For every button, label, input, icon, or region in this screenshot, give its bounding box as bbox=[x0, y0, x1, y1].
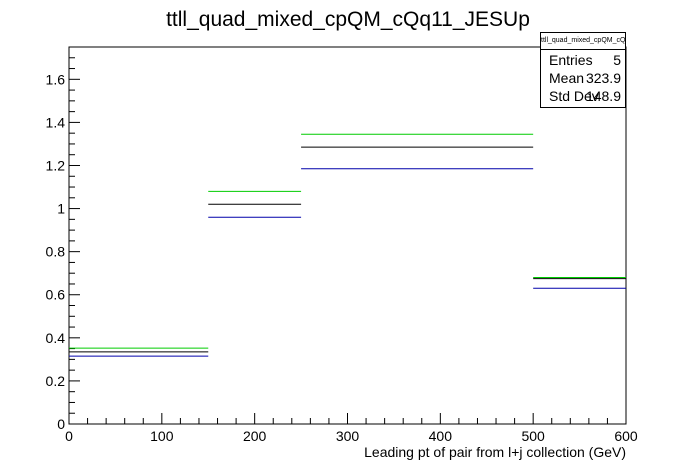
x-tick-label: 300 bbox=[336, 428, 360, 444]
stats-label: Entries bbox=[549, 52, 593, 68]
y-tick-label: 1.6 bbox=[46, 71, 66, 87]
stats-row-entries: Entries 5 bbox=[549, 51, 621, 69]
y-tick-label: 0.8 bbox=[46, 244, 66, 260]
stats-row-stddev: Std Dev 148.9 bbox=[549, 87, 621, 105]
x-axis: 0 100 200 300 400 500 600 bbox=[65, 413, 638, 444]
y-axis: 0 0.2 0.4 0.6 0.8 1 1.2 1.4 1.6 bbox=[46, 46, 80, 432]
series-group bbox=[69, 146, 626, 353]
stats-value: 148.9 bbox=[585, 88, 621, 104]
stats-box: ttll_quad_mixed_cpQM_cQq11_JESUp Entries… bbox=[540, 32, 626, 108]
stats-value: 323.9 bbox=[585, 70, 621, 86]
stats-row-mean: Mean 323.9 bbox=[549, 69, 621, 87]
y-tick-label: 0.6 bbox=[46, 287, 66, 303]
x-tick-label: 500 bbox=[521, 428, 545, 444]
stats-title: ttll_quad_mixed_cpQM_cQq11_JESUp bbox=[541, 33, 625, 50]
y-tick-label: 1.2 bbox=[46, 157, 66, 173]
y-tick-label: 0 bbox=[57, 416, 65, 432]
histogram-series bbox=[69, 133, 626, 357]
y-tick-label: 0.4 bbox=[46, 330, 66, 346]
stats-label: Std Dev bbox=[549, 88, 599, 104]
stats-label: Mean bbox=[549, 70, 585, 86]
x-tick-label: 100 bbox=[150, 428, 174, 444]
chart-title: ttll_quad_mixed_cpQM_cQq11_JESUp bbox=[166, 8, 530, 31]
x-tick-label: 200 bbox=[243, 428, 267, 444]
series-group bbox=[69, 168, 626, 357]
stats-value: 5 bbox=[613, 52, 621, 68]
y-tick-label: 1.4 bbox=[46, 114, 66, 130]
x-axis-label: Leading pt of pair from l+j collection (… bbox=[364, 444, 626, 460]
x-tick-label: 600 bbox=[614, 428, 638, 444]
y-tick-label: 0.2 bbox=[46, 373, 66, 389]
series-group bbox=[69, 133, 626, 349]
x-tick-label: 0 bbox=[65, 428, 73, 444]
y-tick-label: 1 bbox=[57, 201, 65, 217]
x-tick-label: 400 bbox=[429, 428, 453, 444]
